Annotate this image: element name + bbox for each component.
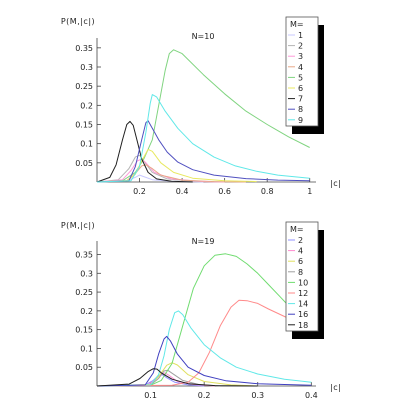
series-line-m6	[96, 148, 257, 183]
legend-entry: 8	[298, 268, 303, 277]
x-axis-title: |c|	[330, 179, 341, 188]
x-tick-label: 0.2	[133, 187, 146, 196]
series-line-m16	[96, 335, 312, 387]
legend-entry: 5	[298, 73, 303, 82]
series-line-m9	[96, 94, 310, 183]
legend-title: M=	[290, 225, 304, 234]
series-line-m2	[96, 154, 225, 183]
x-tick-label: 0.1	[144, 391, 157, 400]
legend-entry: 10	[298, 278, 308, 287]
series-line-m8	[96, 369, 221, 387]
legend-entry: 12	[298, 289, 308, 298]
y-tick-label: 0.25	[75, 82, 93, 91]
y-tick-label: 0.05	[75, 363, 93, 372]
x-tick-label: 0.8	[261, 187, 274, 196]
y-axis-title: P(M,|c|)	[61, 221, 95, 230]
x-tick-label: 0.3	[251, 391, 264, 400]
legend-entry: 4	[298, 247, 303, 256]
y-tick-label: 0.2	[80, 101, 93, 110]
series-line-m14	[96, 310, 312, 387]
y-tick-label: 0.1	[80, 140, 93, 149]
x-tick-label: 0.6	[218, 187, 231, 196]
legend-entry: 2	[298, 236, 303, 245]
x-tick-label: 0.4	[176, 187, 189, 196]
plot-annotation: N=19	[192, 237, 215, 246]
y-tick-label: 0.35	[75, 44, 93, 53]
chart-bottom-n19: 0.1 0.2 0.3 0.4 0.05 0.1 0.15 0.2 0.25 0.3 0.35 P(M…	[61, 221, 341, 400]
legend-entry: 6	[298, 257, 303, 266]
y-tick-label: 0.25	[75, 288, 93, 297]
y-tick-label: 0.05	[75, 159, 93, 168]
legend-entry: 6	[298, 84, 303, 93]
series-line-m5	[96, 49, 310, 183]
legend-entry: 1	[298, 31, 303, 40]
y-tick-label: 0.15	[75, 326, 93, 335]
legend-entry: 3	[298, 52, 303, 61]
legend-entry: 2	[298, 42, 303, 51]
y-tick-label: 0.3	[80, 269, 93, 278]
y-tick-label: 0.2	[80, 307, 93, 316]
legend-entry: 18	[298, 321, 308, 330]
plot-annotation: N=10	[192, 32, 215, 41]
legend-title: M=	[290, 20, 304, 29]
legend-entry: 9	[298, 116, 303, 125]
y-axis-title: P(M,|c|)	[61, 17, 95, 26]
legend-entry: 7	[298, 95, 303, 104]
series-line-m8	[96, 120, 310, 183]
legend-entry: 14	[298, 300, 308, 309]
series-line-m2	[96, 374, 205, 387]
y-tick-label: 0.35	[75, 251, 93, 260]
y-tick-label: 0.15	[75, 121, 93, 130]
chart-top-n10: 0.2 0.4 0.6 0.8 1 0.05 0.1 0.15 0.2 0.25 0.3 0.35 P(…	[61, 16, 341, 196]
legend-entry: 8	[298, 105, 303, 114]
y-tick-label: 0.1	[80, 344, 93, 353]
legend-entry: 16	[298, 310, 308, 319]
series-line-m7	[96, 120, 193, 183]
series-line-m10	[96, 253, 312, 387]
legend-entry: 4	[298, 63, 303, 72]
series-line-m18	[96, 368, 258, 387]
y-tick-label: 0.3	[80, 63, 93, 72]
series-line-m12	[96, 299, 312, 387]
x-axis-title: |c|	[330, 383, 341, 392]
x-tick-label: 1	[307, 187, 312, 196]
x-tick-label: 0.4	[305, 391, 318, 400]
x-tick-label: 0.2	[198, 391, 211, 400]
